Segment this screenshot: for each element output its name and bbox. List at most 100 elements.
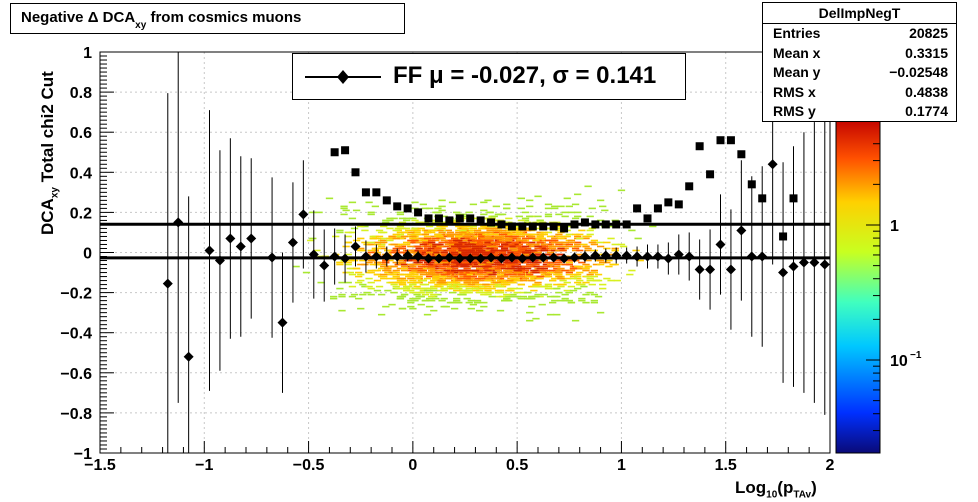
heatmap-cell (471, 243, 480, 246)
heatmap-cell (396, 297, 405, 300)
heatmap-cell (523, 267, 532, 270)
heatmap-cell (534, 245, 542, 248)
heatmap-cell (415, 251, 423, 254)
heatmap-cell (503, 241, 511, 244)
data-point-diamond (788, 261, 799, 272)
heatmap-cell (494, 295, 503, 298)
heatmap-cell (367, 271, 375, 274)
heatmap-cell (526, 215, 534, 218)
heatmap-cell (532, 237, 540, 240)
stats-box-name: DelImpNegT (763, 3, 956, 24)
heatmap-cell (584, 235, 592, 238)
heatmap-cell (494, 269, 503, 272)
heatmap-cell (432, 239, 440, 242)
heatmap-cell (359, 283, 367, 286)
heatmap-cell (386, 217, 394, 220)
heatmap-cell (519, 291, 528, 294)
y-title-main: DCA (38, 198, 57, 235)
heatmap-cell (434, 293, 442, 296)
heatmap-cell (417, 233, 425, 236)
y-tick-label: 0.6 (70, 125, 92, 142)
data-point-diamond (725, 264, 736, 275)
heatmap-cell (448, 287, 457, 290)
heatmap-cell (423, 245, 432, 248)
heatmap-cell (596, 263, 605, 266)
heatmap-cell (446, 247, 455, 250)
heatmap-cell (521, 233, 530, 236)
heatmap-cell (476, 231, 484, 234)
heatmap-cell (453, 289, 461, 292)
data-point-diamond (642, 251, 653, 262)
heatmap-cell (430, 285, 438, 288)
heatmap-cell (467, 233, 475, 236)
heatmap-cell (584, 249, 592, 252)
heatmap-cell (498, 245, 507, 248)
heatmap-cell (407, 305, 415, 308)
y-title-sub: xy (49, 187, 61, 199)
heatmap-cell (459, 289, 467, 292)
heatmap-cell (555, 261, 563, 264)
heatmap-cell (582, 263, 590, 266)
heatmap-cell (432, 237, 440, 240)
heatmap-cell (409, 307, 417, 310)
heatmap-cell (442, 269, 450, 272)
heatmap-cell (515, 245, 523, 248)
heatmap-cell (338, 295, 346, 298)
data-point-square (414, 208, 423, 217)
data-point-diamond (673, 249, 684, 260)
heatmap-cell (590, 301, 599, 304)
heatmap-cell (523, 221, 532, 224)
heatmap-cell (380, 247, 388, 250)
heatmap-cell (415, 271, 423, 274)
heatmap-cell (421, 239, 430, 242)
data-point-diamond (475, 253, 486, 264)
heatmap-cell (434, 265, 442, 268)
heatmap-cell (590, 239, 599, 242)
heatmap-cell (403, 219, 411, 222)
heatmap-cell (419, 249, 427, 252)
heatmap-cell (438, 267, 446, 270)
heatmap-cell (528, 297, 536, 300)
heatmap-cell (511, 295, 519, 298)
heatmap-cell (455, 229, 463, 232)
heatmap-cell (526, 243, 534, 246)
heatmap-cell (380, 225, 388, 228)
heatmap-cell (419, 279, 427, 282)
heatmap-cell (315, 211, 323, 214)
data-point-square (518, 222, 527, 231)
heatmap-cell (561, 243, 569, 246)
heatmap-cell (338, 281, 346, 284)
heatmap-cell (551, 299, 559, 302)
heatmap-cell (380, 231, 388, 234)
data-point-diamond (381, 251, 392, 262)
heatmap-cell (434, 285, 442, 288)
heatmap-cell (517, 219, 526, 222)
x-tick-label: 0 (408, 457, 417, 474)
heatmap-cell (480, 213, 488, 216)
heatmap-cell (523, 229, 532, 232)
heatmap-cell (519, 279, 528, 282)
heatmap-cell (392, 229, 400, 232)
heatmap-cell (528, 229, 536, 232)
data-point-square (549, 222, 558, 231)
data-point-diamond (444, 252, 455, 263)
heatmap-cell (492, 243, 500, 246)
heatmap-cell (415, 241, 423, 244)
heatmap-cell (411, 227, 419, 230)
heatmap-cell (473, 229, 482, 232)
heatmap-cell (526, 265, 534, 268)
heatmap-cell (350, 259, 359, 262)
heatmap-cell (348, 285, 357, 288)
heatmap-cell (503, 273, 511, 276)
heatmap-cell (590, 299, 599, 302)
heatmap-cell (465, 265, 473, 268)
data-point-square (497, 220, 506, 229)
heatmap-cell (601, 209, 609, 212)
heatmap-cell (463, 253, 471, 256)
heatmap-cell (561, 247, 569, 250)
heatmap-cell (461, 247, 469, 250)
heatmap-cell (542, 253, 551, 256)
heatmap-cell (430, 293, 438, 296)
heatmap-cell (357, 225, 365, 228)
heatmap-cell (419, 271, 427, 274)
